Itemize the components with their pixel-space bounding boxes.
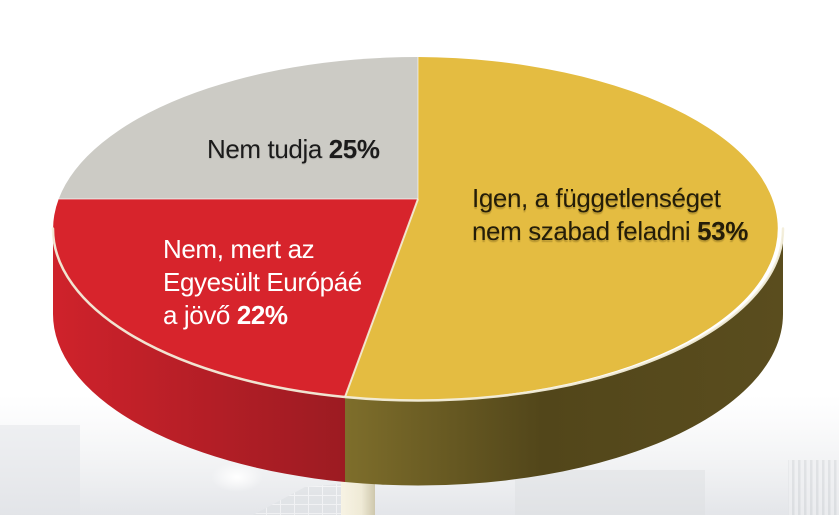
pie-slice-gray-top [58, 57, 418, 199]
label-red-line3: a jövő [163, 300, 230, 330]
label-slice-yellow: Igen, a függetlenséget nem szabad feladn… [472, 182, 748, 248]
label-yellow-line2: nem szabad feladni [472, 216, 691, 246]
label-yellow-line1: Igen, a függetlenséget [472, 183, 721, 213]
ceiling-light-fixture [253, 483, 352, 515]
label-red-percent: 22% [236, 300, 288, 330]
label-red-line2: Egyesült Európáé [163, 267, 362, 297]
pie-slice-red-side [52, 228, 345, 482]
label-red-line1: Nem, mert az [163, 234, 315, 264]
label-yellow-percent: 53% [697, 216, 748, 246]
pie-slice-yellow-top [345, 57, 778, 400]
label-gray-text: Nem tudja [207, 134, 322, 164]
label-slice-red: Nem, mert az Egyesült Európáé a jövő 22% [163, 233, 362, 332]
pie-divider-red-yellow [344, 198, 419, 398]
pie-3d [51, 57, 785, 486]
pie-slice-red-top [53, 199, 418, 397]
pie-rim-highlight [51, 227, 785, 402]
background-wall-block [0, 425, 80, 515]
label-slice-gray: Nem tudja 25% [207, 133, 380, 166]
label-gray-percent: 25% [328, 134, 380, 164]
background-building-stripes [788, 460, 839, 515]
ceiling-downlight [211, 462, 263, 492]
background-wall-block [515, 470, 705, 515]
pie-slice-yellow-side [345, 228, 784, 486]
